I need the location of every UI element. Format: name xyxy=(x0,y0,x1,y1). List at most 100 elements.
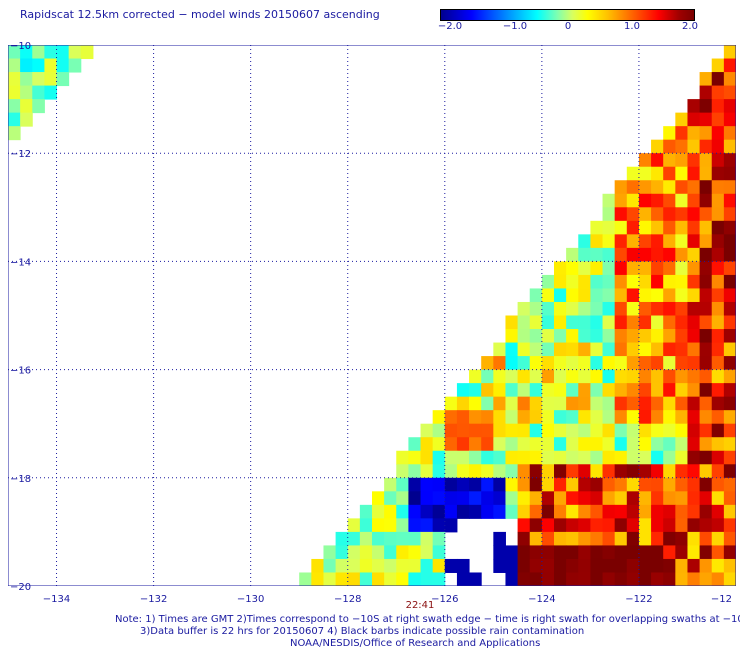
heatmap-cell xyxy=(469,410,482,425)
heatmap-cell xyxy=(711,558,725,573)
heatmap-cell xyxy=(566,329,579,344)
heatmap-cell xyxy=(541,342,555,357)
heatmap-cell xyxy=(699,369,713,384)
heatmap-cell xyxy=(663,247,676,262)
heatmap-cell xyxy=(711,247,725,262)
heatmap-cell xyxy=(675,464,688,479)
heatmap-cell xyxy=(456,383,470,398)
heatmap-cell xyxy=(408,477,422,492)
heatmap-cell xyxy=(493,410,506,425)
heatmap-cell xyxy=(444,464,458,479)
heatmap-cell xyxy=(638,545,652,560)
footer-line-1: Note: 1) Times are GMT 2)Times correspon… xyxy=(115,614,740,625)
heatmap-cell xyxy=(614,477,628,492)
heatmap-cell xyxy=(723,410,736,425)
heatmap-cell xyxy=(675,504,688,519)
heatmap-cell xyxy=(699,545,713,560)
heatmap-cell xyxy=(711,261,725,276)
heatmap-cell xyxy=(578,261,591,276)
heatmap-cell xyxy=(335,558,349,573)
heatmap-cell xyxy=(8,58,21,73)
heatmap-cell xyxy=(359,518,373,533)
heatmap-cell xyxy=(602,234,616,249)
heatmap-cell xyxy=(505,410,519,425)
heatmap-cell xyxy=(614,342,628,357)
heatmap-cell xyxy=(626,261,640,276)
heatmap-cell xyxy=(699,396,713,411)
heatmap-cell xyxy=(529,342,543,357)
heatmap-cell xyxy=(638,558,652,573)
heatmap-cell xyxy=(626,504,640,519)
heatmap-cell xyxy=(432,531,446,546)
heatmap-cell xyxy=(420,477,434,492)
heatmap-cell xyxy=(687,342,701,357)
heatmap-cell xyxy=(651,504,664,519)
heatmap-cell xyxy=(723,396,736,411)
grid-lines xyxy=(8,45,736,586)
heatmap-cell xyxy=(699,423,713,438)
heatmap-cell xyxy=(602,423,616,438)
heatmap-cell xyxy=(517,545,531,560)
heatmap-cell xyxy=(638,220,652,235)
heatmap-cell xyxy=(432,477,446,492)
heatmap-cell xyxy=(651,247,664,262)
heatmap-cell xyxy=(566,301,579,316)
heatmap-cell xyxy=(566,572,579,586)
heatmap-cell xyxy=(408,504,422,519)
heatmap-cell xyxy=(723,45,736,60)
heatmap-cell xyxy=(578,477,591,492)
heatmap-cell xyxy=(723,126,736,141)
heatmap-cell xyxy=(711,383,725,398)
heatmap-cell xyxy=(529,396,543,411)
heatmap-cell xyxy=(359,531,373,546)
heatmap-cell xyxy=(566,356,579,371)
heatmap-cell xyxy=(578,423,591,438)
heatmap-cell xyxy=(68,45,82,60)
heatmap-cell xyxy=(481,356,494,371)
heatmap-cell xyxy=(456,410,470,425)
heatmap-cell xyxy=(699,518,713,533)
heatmap-cell xyxy=(408,437,422,452)
heatmap-cell xyxy=(554,369,567,384)
heatmap-cell xyxy=(529,491,543,506)
heatmap-cell xyxy=(420,491,434,506)
heatmap-cell xyxy=(663,220,676,235)
heatmap-cell xyxy=(384,545,397,560)
heatmap-cell xyxy=(505,342,519,357)
heatmap-cell xyxy=(566,531,579,546)
heatmap-cell xyxy=(541,369,555,384)
heatmap-cell xyxy=(541,450,555,465)
heatmap-cell xyxy=(578,288,591,303)
heatmap-cell xyxy=(687,126,701,141)
heatmap-cell xyxy=(590,518,604,533)
heatmap-cell xyxy=(651,572,664,586)
heatmap-cell xyxy=(481,423,494,438)
heatmap-cell xyxy=(396,491,409,506)
heatmap-cell xyxy=(590,220,604,235)
heatmap-cell xyxy=(699,491,713,506)
heatmap-cell xyxy=(541,477,555,492)
heatmap-cell xyxy=(614,193,628,208)
heatmap-cell xyxy=(626,166,640,181)
heatmap-cell xyxy=(626,423,640,438)
heatmap-cell xyxy=(614,247,628,262)
heatmap-cell xyxy=(517,477,531,492)
heatmap-cell xyxy=(675,423,688,438)
heatmap-cell xyxy=(687,261,701,276)
heatmap-cell xyxy=(493,558,506,573)
heatmap-cell xyxy=(687,153,701,168)
heatmap-cell xyxy=(687,329,701,344)
x-tick-label: −132 xyxy=(140,594,167,605)
heatmap-cell xyxy=(444,477,458,492)
heatmap-cell xyxy=(420,558,434,573)
heatmap-cell xyxy=(602,356,616,371)
heatmap-cell xyxy=(663,139,676,154)
heatmap-cell xyxy=(723,342,736,357)
heatmap-cell xyxy=(663,315,676,330)
heatmap-cell xyxy=(723,220,736,235)
heatmap-cell xyxy=(505,572,519,586)
heatmap-cell xyxy=(493,464,506,479)
heatmap-cell xyxy=(626,572,640,586)
heatmap-cell xyxy=(32,72,45,87)
heatmap-cell xyxy=(578,491,591,506)
